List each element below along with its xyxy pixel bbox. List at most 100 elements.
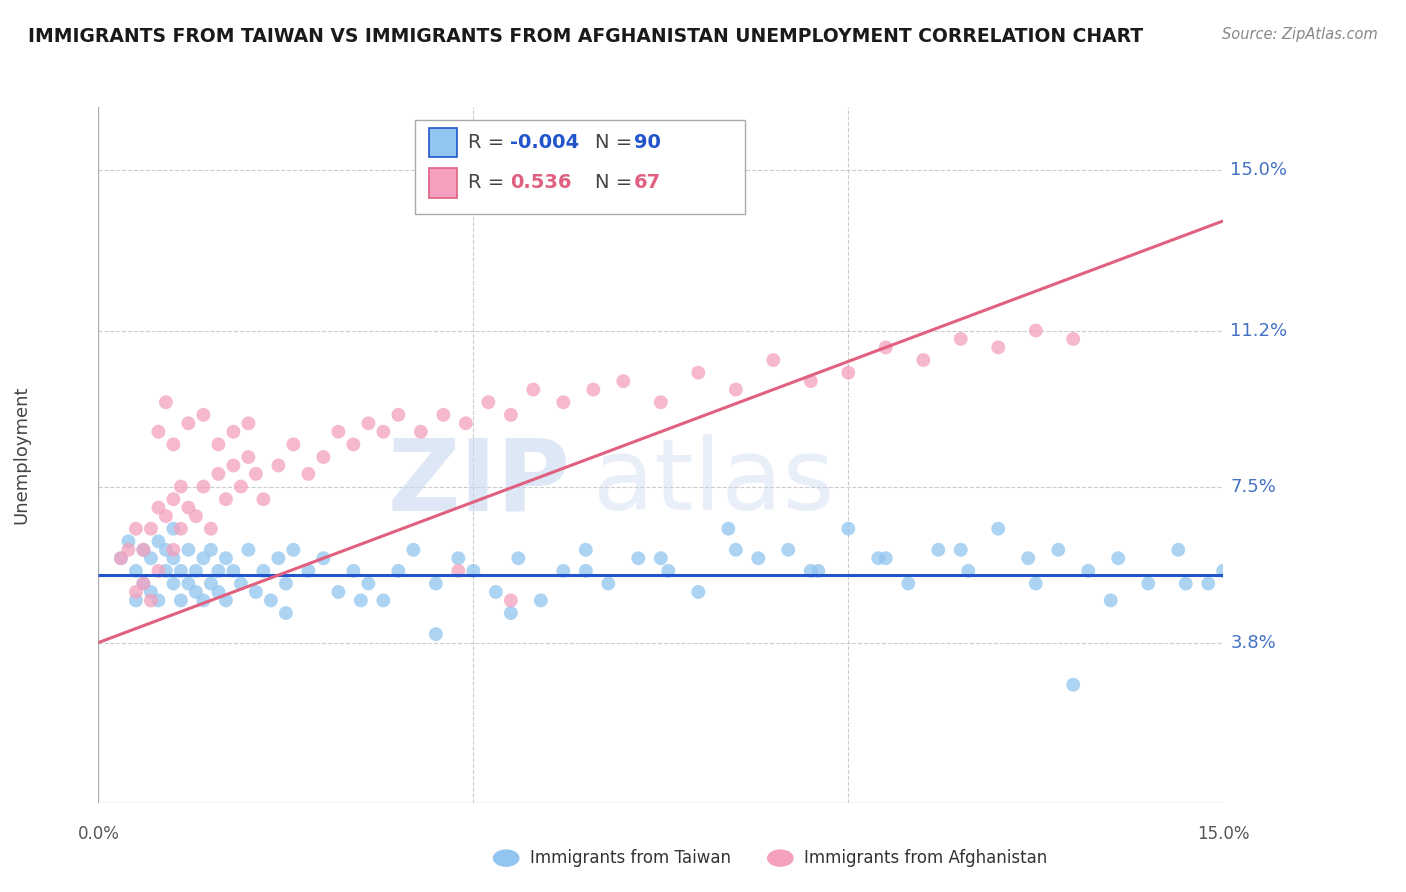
Point bbox=[139, 551, 162, 566]
Point bbox=[575, 564, 598, 578]
Point bbox=[139, 593, 162, 607]
Point bbox=[342, 437, 364, 451]
Point bbox=[1197, 576, 1219, 591]
Point bbox=[193, 479, 215, 493]
Point bbox=[110, 551, 132, 566]
Point bbox=[155, 395, 177, 409]
Point bbox=[373, 593, 395, 607]
Text: ZIP: ZIP bbox=[388, 434, 571, 532]
Point bbox=[170, 479, 193, 493]
Point bbox=[350, 593, 373, 607]
Point bbox=[170, 564, 193, 578]
Point bbox=[184, 509, 207, 524]
Point bbox=[193, 408, 215, 422]
Point bbox=[499, 606, 522, 620]
Point bbox=[912, 353, 935, 368]
Point bbox=[1099, 593, 1122, 607]
Point bbox=[238, 542, 260, 557]
Point bbox=[222, 564, 245, 578]
Point bbox=[409, 425, 432, 439]
Point bbox=[875, 340, 897, 354]
Point bbox=[132, 542, 155, 557]
Point bbox=[328, 425, 350, 439]
Point bbox=[110, 551, 132, 566]
Point bbox=[207, 585, 229, 599]
Point bbox=[1167, 542, 1189, 557]
Point bbox=[117, 542, 139, 557]
Point bbox=[252, 492, 274, 507]
Point bbox=[688, 366, 710, 380]
Point bbox=[778, 542, 800, 557]
Point bbox=[837, 366, 859, 380]
Point bbox=[688, 585, 710, 599]
Point bbox=[987, 340, 1010, 354]
Point bbox=[357, 576, 380, 591]
Point bbox=[949, 332, 972, 346]
Point bbox=[432, 408, 454, 422]
Point bbox=[342, 564, 364, 578]
Point bbox=[200, 576, 222, 591]
Point bbox=[297, 564, 319, 578]
Text: 3.8%: 3.8% bbox=[1230, 633, 1277, 651]
Point bbox=[184, 564, 207, 578]
Point bbox=[477, 395, 499, 409]
Point bbox=[155, 542, 177, 557]
Point bbox=[155, 564, 177, 578]
Point bbox=[245, 585, 267, 599]
Point bbox=[170, 593, 193, 607]
Point bbox=[132, 542, 155, 557]
Point bbox=[807, 564, 830, 578]
Text: R =: R = bbox=[468, 133, 510, 153]
Point bbox=[575, 542, 598, 557]
Point bbox=[1137, 576, 1160, 591]
Point bbox=[987, 522, 1010, 536]
Point bbox=[1174, 576, 1197, 591]
Point bbox=[229, 479, 252, 493]
Point bbox=[1025, 324, 1047, 338]
Point bbox=[724, 383, 747, 397]
Point bbox=[328, 585, 350, 599]
Text: Source: ZipAtlas.com: Source: ZipAtlas.com bbox=[1222, 27, 1378, 42]
Point bbox=[148, 534, 170, 549]
Point bbox=[447, 551, 470, 566]
Point bbox=[297, 467, 319, 481]
Point bbox=[927, 542, 949, 557]
Point bbox=[657, 564, 679, 578]
Text: N =: N = bbox=[595, 173, 638, 193]
Point bbox=[1107, 551, 1129, 566]
Point bbox=[267, 551, 290, 566]
Point bbox=[598, 576, 620, 591]
Point bbox=[762, 353, 785, 368]
Point bbox=[177, 576, 200, 591]
Point bbox=[717, 522, 740, 536]
Point bbox=[177, 417, 200, 431]
Point bbox=[499, 408, 522, 422]
Point bbox=[627, 551, 650, 566]
Text: R =: R = bbox=[468, 173, 510, 193]
Point bbox=[1286, 142, 1309, 156]
Point bbox=[139, 522, 162, 536]
Point bbox=[125, 585, 148, 599]
Point bbox=[238, 450, 260, 464]
Text: atlas: atlas bbox=[593, 434, 835, 532]
Point bbox=[373, 425, 395, 439]
Text: 7.5%: 7.5% bbox=[1230, 477, 1277, 496]
Point bbox=[582, 383, 605, 397]
Point bbox=[125, 593, 148, 607]
Point bbox=[650, 395, 672, 409]
Point bbox=[485, 585, 508, 599]
Point bbox=[132, 576, 155, 591]
Point bbox=[207, 564, 229, 578]
Point bbox=[117, 534, 139, 549]
Point bbox=[425, 627, 447, 641]
Point bbox=[530, 593, 553, 607]
Point bbox=[283, 542, 305, 557]
Point bbox=[148, 500, 170, 515]
Point bbox=[283, 437, 305, 451]
Point bbox=[387, 564, 409, 578]
Point bbox=[200, 522, 222, 536]
Point bbox=[425, 576, 447, 591]
Point bbox=[1017, 551, 1039, 566]
Point bbox=[148, 593, 170, 607]
Point bbox=[215, 492, 238, 507]
